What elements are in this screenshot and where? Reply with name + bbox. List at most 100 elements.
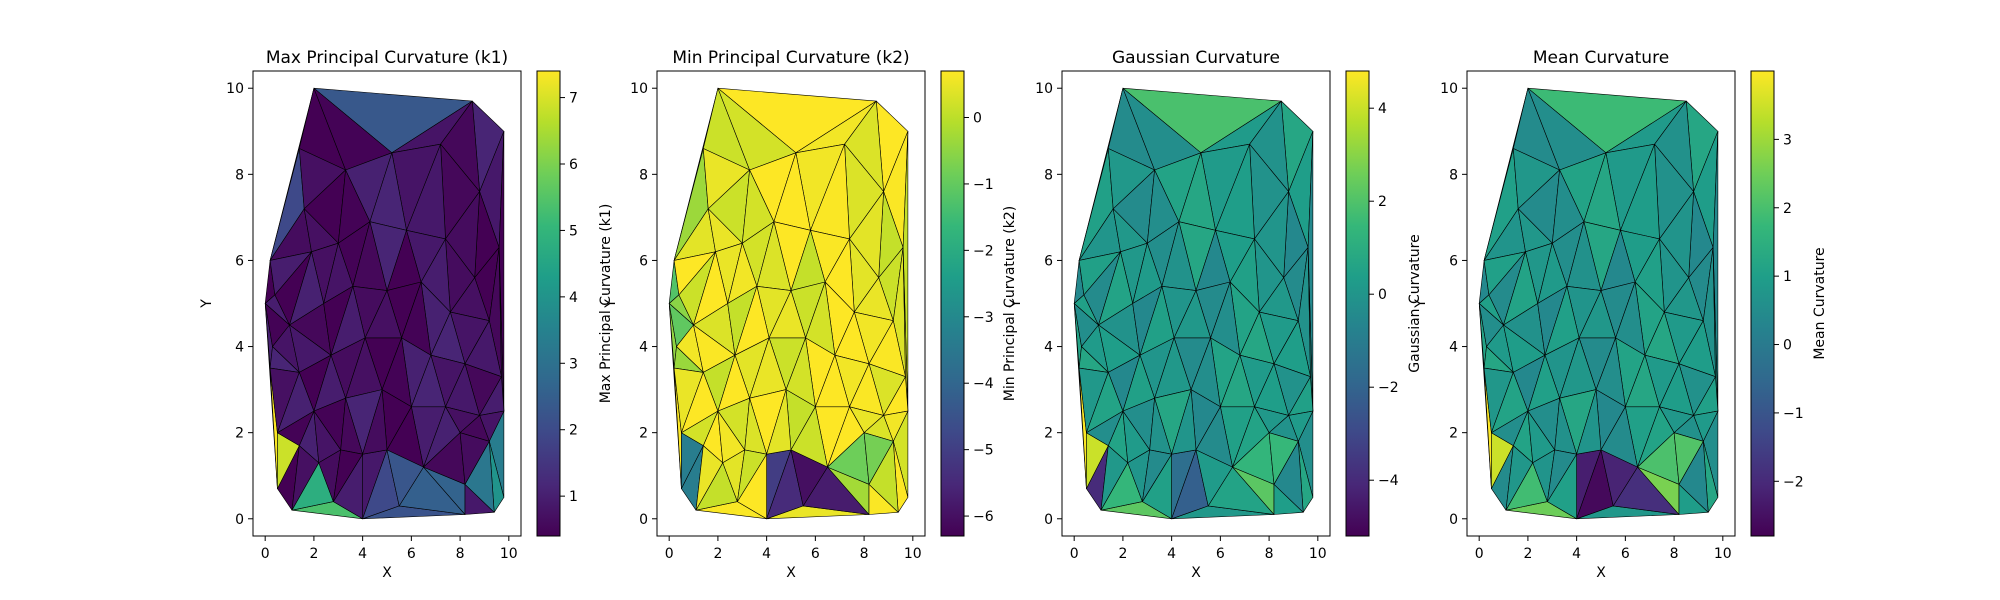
colorbar-tick-label: 6: [569, 157, 578, 173]
y-axis-label: Y: [1008, 299, 1024, 309]
colorbar-tick-label: 1: [569, 489, 578, 505]
axes-frame: [1466, 70, 1736, 537]
mesh-triangle: [386, 449, 424, 507]
mesh-triangle: [1673, 432, 1704, 485]
colorbar-tick-label: 5: [569, 223, 578, 239]
mesh-triangle: [1171, 389, 1197, 455]
x-tick-label: 0: [665, 546, 674, 562]
y-tick-label: 2: [1449, 426, 1458, 442]
mesh-triangle: [1600, 449, 1638, 507]
colorbar-tick-label: −2: [1783, 474, 1804, 490]
y-tick-label: 8: [639, 167, 648, 183]
colorbar-tick-label: −5: [973, 443, 994, 459]
x-tick-label: 6: [1621, 546, 1630, 562]
colorbar-label: Max Principal Curvature (k1): [598, 204, 614, 404]
colorbar-tick-label: −4: [1378, 473, 1399, 489]
axes-frame: [656, 70, 926, 537]
x-tick-label: 4: [358, 546, 367, 562]
subplot-3: 0 2 4 6 8 10 0 2 4 6 8 10 Gaussian Curvature X Y 4 2 0 −2 −…: [1008, 48, 1423, 581]
mesh-triangle: [1547, 449, 1577, 502]
colorbar-tick-label: 0: [1783, 338, 1792, 354]
y-tick-label: 4: [235, 340, 244, 356]
y-tick-label: 0: [1449, 512, 1458, 528]
y-axis-label: Y: [1413, 299, 1429, 309]
x-tick-label: 10: [1309, 546, 1327, 562]
x-tick-label: 8: [456, 546, 465, 562]
y-tick-label: 10: [226, 81, 244, 97]
x-tick-label: 8: [860, 546, 869, 562]
colorbar: 0 −1 −2 −3 −4 −5 −6 Min Principal Curvature (k2…: [940, 70, 1018, 537]
mesh-triangle: [863, 432, 894, 485]
colorbar-tick-label: 1: [1783, 269, 1792, 285]
mesh-triangle: [1268, 432, 1299, 485]
colorbar-tick-label: −1: [1783, 406, 1804, 422]
subplot-title: Gaussian Curvature: [1112, 48, 1280, 68]
x-tick-label: 6: [1216, 546, 1225, 562]
mesh-triangle: [362, 389, 388, 455]
x-tick-label: 2: [309, 546, 318, 562]
y-tick-label: 6: [1449, 253, 1458, 269]
x-tick-label: 4: [1572, 546, 1581, 562]
colorbar-tick-label: 0: [1378, 287, 1387, 303]
colorbar: 1 2 3 4 5 6 7 Max Principal Curvature (k1): [536, 70, 614, 537]
y-axis-label: Y: [199, 299, 215, 309]
mesh: [1073, 87, 1314, 520]
mesh-triangle: [277, 410, 315, 446]
mesh-triangle: [1195, 449, 1233, 507]
colorbar-label: Mean Curvature: [1812, 247, 1828, 359]
mesh: [1478, 87, 1719, 520]
mesh-triangle: [737, 449, 767, 502]
subplot-1: 0 2 4 6 8 10 0 2 4 6 8 10 Max Principal Curvature (k…: [199, 48, 614, 581]
mesh-triangle: [333, 449, 363, 502]
y-tick-label: 4: [639, 340, 648, 356]
colorbar-tick-label: 2: [1378, 194, 1387, 210]
y-tick-label: 6: [639, 253, 648, 269]
colorbar-tick-label: 0: [973, 111, 982, 127]
colorbar-tick-label: 2: [1783, 201, 1792, 217]
y-tick-label: 10: [1035, 81, 1053, 97]
y-tick-label: 0: [1044, 512, 1053, 528]
subplot-title: Max Principal Curvature (k1): [266, 48, 508, 68]
x-axis-label: X: [786, 565, 796, 581]
colorbar-tick-label: −3: [973, 310, 994, 326]
subplot-title: Mean Curvature: [1533, 48, 1669, 68]
y-tick-label: 6: [1044, 253, 1053, 269]
y-tick-label: 0: [235, 512, 244, 528]
colorbar-gradient: [536, 70, 561, 537]
axes-frame: [1061, 70, 1331, 537]
subplot-2: 0 2 4 6 8 10 0 2 4 6 8 10 Min Principal Curvature (k…: [603, 48, 1018, 581]
x-tick-label: 0: [261, 546, 270, 562]
x-tick-label: 4: [1167, 546, 1176, 562]
colorbar-gradient: [1750, 70, 1775, 537]
x-tick-label: 2: [1118, 546, 1127, 562]
subplot-title: Min Principal Curvature (k2): [672, 48, 909, 68]
colorbar-label: Gaussian Curvature: [1407, 234, 1423, 372]
y-tick-label: 2: [1044, 426, 1053, 442]
x-axis-label: X: [1191, 565, 1201, 581]
colorbar-tick-label: −2: [1378, 380, 1399, 396]
y-tick-label: 0: [639, 512, 648, 528]
x-tick-label: 6: [811, 546, 820, 562]
colorbar-tick-label: 4: [569, 290, 578, 306]
mesh-triangle: [1086, 410, 1124, 446]
colorbar-label: Min Principal Curvature (k2): [1002, 206, 1018, 401]
x-tick-label: 2: [1523, 546, 1532, 562]
y-tick-label: 8: [235, 167, 244, 183]
y-tick-label: 2: [639, 426, 648, 442]
y-tick-label: 4: [1044, 340, 1053, 356]
colorbar-gradient: [1345, 70, 1370, 537]
mesh-triangle: [1491, 410, 1529, 446]
x-tick-label: 0: [1070, 546, 1079, 562]
x-tick-label: 2: [713, 546, 722, 562]
colorbar-tick-label: 4: [1378, 101, 1387, 117]
y-tick-label: 4: [1449, 340, 1458, 356]
x-axis-label: X: [1596, 565, 1606, 581]
y-axis-label: Y: [603, 299, 619, 309]
mesh: [264, 87, 505, 520]
colorbar-tick-label: 3: [569, 356, 578, 372]
x-tick-label: 6: [407, 546, 416, 562]
x-tick-label: 4: [762, 546, 771, 562]
y-tick-label: 2: [235, 426, 244, 442]
